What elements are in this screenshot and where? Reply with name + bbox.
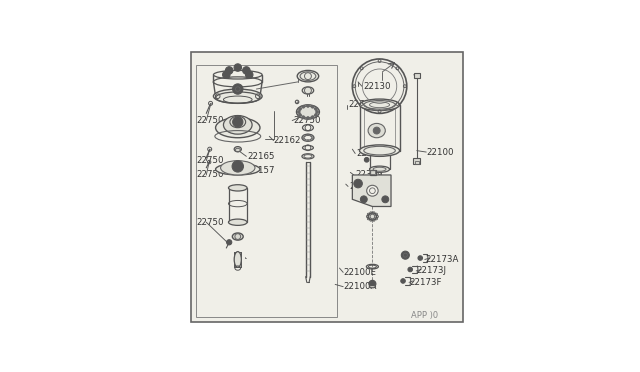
Circle shape xyxy=(223,71,230,78)
Ellipse shape xyxy=(213,89,262,103)
Circle shape xyxy=(401,279,405,283)
Circle shape xyxy=(307,116,309,119)
Circle shape xyxy=(360,196,367,203)
Circle shape xyxy=(316,110,319,113)
Circle shape xyxy=(311,105,314,108)
Text: 22162: 22162 xyxy=(273,136,301,145)
Text: 22750: 22750 xyxy=(196,116,224,125)
Text: 22157: 22157 xyxy=(248,166,275,175)
Ellipse shape xyxy=(216,118,260,138)
Circle shape xyxy=(307,105,309,108)
Ellipse shape xyxy=(302,87,314,94)
Circle shape xyxy=(382,196,388,203)
Ellipse shape xyxy=(360,145,399,156)
Ellipse shape xyxy=(234,251,241,267)
Circle shape xyxy=(298,110,300,113)
Circle shape xyxy=(225,67,233,74)
Text: 22750: 22750 xyxy=(196,170,224,179)
Circle shape xyxy=(314,108,317,110)
Ellipse shape xyxy=(228,219,247,225)
Bar xyxy=(414,73,420,78)
Text: 22173: 22173 xyxy=(356,149,384,158)
Text: 22750: 22750 xyxy=(196,156,224,165)
Circle shape xyxy=(373,127,380,134)
Circle shape xyxy=(401,251,410,259)
Text: 22173F: 22173F xyxy=(410,278,442,287)
Text: 22173J: 22173J xyxy=(417,266,447,275)
Ellipse shape xyxy=(300,106,317,118)
Text: 22173A: 22173A xyxy=(426,255,459,264)
Text: 22130: 22130 xyxy=(364,82,391,91)
Ellipse shape xyxy=(221,161,255,175)
Ellipse shape xyxy=(228,185,247,191)
Ellipse shape xyxy=(368,124,385,138)
Circle shape xyxy=(227,240,232,245)
Ellipse shape xyxy=(296,105,319,119)
Circle shape xyxy=(314,113,317,116)
Polygon shape xyxy=(353,175,391,206)
Circle shape xyxy=(408,267,413,272)
Text: 22750: 22750 xyxy=(294,116,321,125)
Text: 22750: 22750 xyxy=(349,182,377,191)
Ellipse shape xyxy=(232,233,243,240)
Ellipse shape xyxy=(360,99,399,110)
Circle shape xyxy=(302,116,305,119)
Ellipse shape xyxy=(230,116,246,128)
Circle shape xyxy=(299,108,301,110)
Ellipse shape xyxy=(297,70,319,82)
Bar xyxy=(371,170,375,174)
Text: 22309: 22309 xyxy=(355,170,383,179)
Ellipse shape xyxy=(367,185,378,196)
Ellipse shape xyxy=(369,166,390,172)
Circle shape xyxy=(302,105,305,108)
Circle shape xyxy=(299,113,301,116)
Circle shape xyxy=(369,280,376,287)
Circle shape xyxy=(232,84,243,94)
Circle shape xyxy=(234,64,241,71)
Text: APP )0: APP )0 xyxy=(411,311,438,320)
Text: 22100A: 22100A xyxy=(344,282,377,291)
Circle shape xyxy=(232,117,243,127)
Circle shape xyxy=(246,71,253,78)
Bar xyxy=(196,65,337,317)
Text: 22750: 22750 xyxy=(196,218,224,227)
Circle shape xyxy=(354,179,362,188)
Circle shape xyxy=(311,116,314,119)
Ellipse shape xyxy=(223,116,252,134)
Bar xyxy=(415,161,419,164)
Ellipse shape xyxy=(216,164,260,175)
Text: 22100: 22100 xyxy=(427,148,454,157)
Circle shape xyxy=(418,256,422,260)
Ellipse shape xyxy=(368,213,377,220)
Text: 22165: 22165 xyxy=(248,152,275,161)
Circle shape xyxy=(364,157,369,162)
Circle shape xyxy=(243,67,250,74)
Ellipse shape xyxy=(234,147,241,152)
Bar xyxy=(413,158,420,164)
Circle shape xyxy=(232,161,243,172)
Ellipse shape xyxy=(369,286,376,288)
Bar xyxy=(369,170,376,175)
Text: 22100E: 22100E xyxy=(344,268,377,277)
Text: 22750: 22750 xyxy=(348,100,376,109)
